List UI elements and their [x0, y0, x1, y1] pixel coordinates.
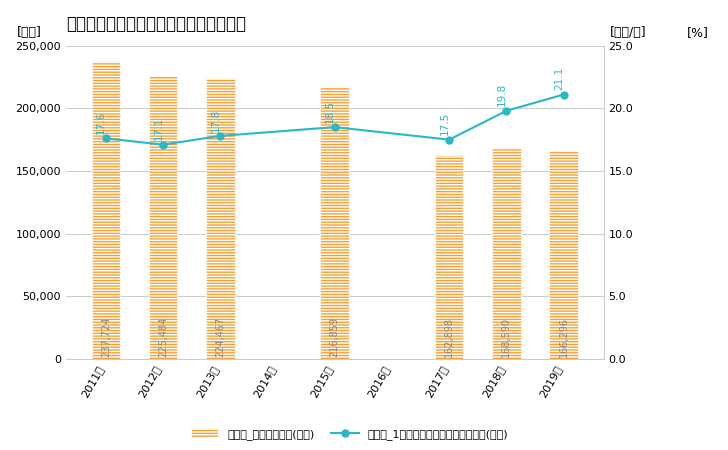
Text: 17.5: 17.5 [440, 112, 450, 135]
Bar [435, 155, 464, 359]
Text: 225,484: 225,484 [158, 317, 168, 357]
Text: [万円/㎡]: [万円/㎡] [610, 27, 646, 40]
Bar [550, 151, 578, 359]
Legend: 住宅用_工事費予定額(左軸), 住宅用_1平米当たり平均工事費予定額(右軸): 住宅用_工事費予定額(左軸), 住宅用_1平米当たり平均工事費予定額(右軸) [186, 425, 513, 445]
Text: 17.8: 17.8 [210, 108, 221, 131]
Bar [320, 87, 349, 359]
Text: 224,467: 224,467 [215, 317, 225, 357]
Text: 166,296: 166,296 [558, 317, 569, 357]
Bar [206, 78, 234, 359]
Text: 18.5: 18.5 [325, 99, 335, 123]
Text: 216,859: 216,859 [330, 317, 340, 357]
Bar [149, 76, 178, 359]
Bar [492, 148, 521, 359]
Text: 237,724: 237,724 [101, 317, 111, 357]
Text: 162,898: 162,898 [444, 317, 454, 357]
Text: 17.1: 17.1 [154, 117, 164, 140]
Text: 21.1: 21.1 [554, 67, 564, 90]
Text: [%]: [%] [687, 27, 709, 40]
Bar [92, 61, 120, 359]
Text: [万円]: [万円] [17, 27, 42, 40]
Text: 19.8: 19.8 [496, 83, 507, 107]
Text: 17.6: 17.6 [96, 111, 106, 134]
Text: 住宅用建築物の工事費予定額合計の推移: 住宅用建築物の工事費予定額合計の推移 [66, 15, 246, 33]
Text: 168,590: 168,590 [502, 317, 511, 357]
